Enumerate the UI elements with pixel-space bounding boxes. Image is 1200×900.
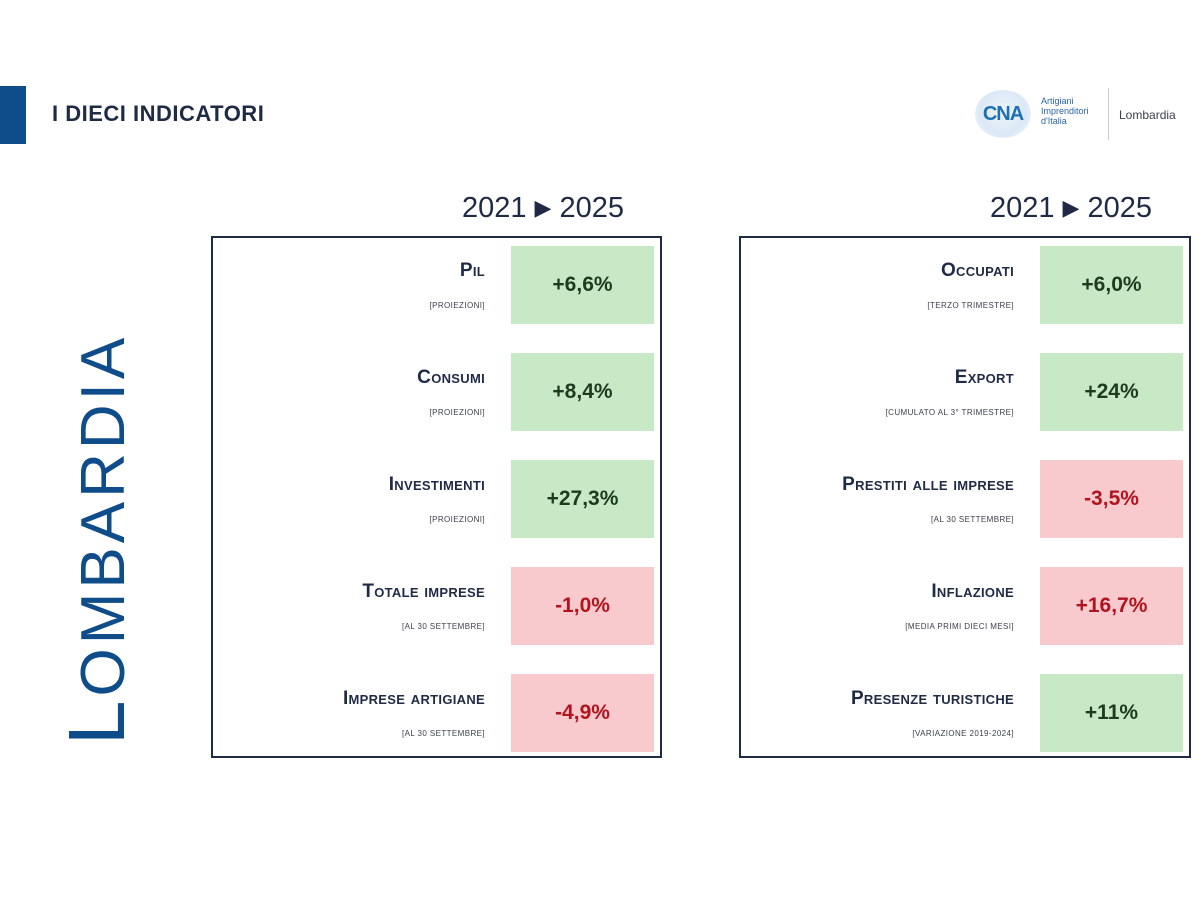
indicator-row: Presenze turistiche [VARIAZIONE 2019-202… — [741, 666, 1189, 752]
period-header-right: 2021 ▶ 2025 — [990, 192, 1152, 225]
indicator-label: Pil — [459, 260, 485, 281]
tagline-line: d'Italia — [1041, 116, 1067, 126]
logo-divider — [1108, 88, 1109, 140]
indicator-value: -3,5% — [1040, 460, 1183, 538]
indicator-label: Presenze turistiche — [850, 688, 1014, 709]
indicator-value: -4,9% — [511, 674, 654, 752]
indicator-label: Investimenti — [388, 474, 485, 495]
cna-logo-mark: CNA — [975, 90, 1031, 138]
indicator-row: Inflazione [MEDIA PRIMI DIECI MESI] +16,… — [741, 559, 1189, 645]
indicator-value: +8,4% — [511, 353, 654, 431]
period-to: 2025 — [559, 192, 624, 224]
indicator-note: [PROIEZIONI] — [429, 408, 485, 417]
indicator-value: +6,6% — [511, 246, 654, 324]
cna-logo: CNA Artigiani Imprenditori d'Italia Lomb… — [975, 84, 1190, 144]
tagline-line: Artigiani — [1041, 96, 1074, 106]
indicator-note: [AL 30 SETTEMBRE] — [931, 515, 1014, 524]
indicator-row: Imprese artigiane [AL 30 SETTEMBRE] -4,9… — [213, 666, 660, 752]
indicator-note: [CUMULATO AL 3° TRIMESTRE] — [885, 408, 1014, 417]
indicator-row: Occupati [TERZO TRIMESTRE] +6,0% — [741, 238, 1189, 324]
indicator-label: Prestiti alle imprese — [842, 474, 1014, 495]
indicator-label: Totale imprese — [362, 581, 485, 602]
indicator-value: +6,0% — [1040, 246, 1183, 324]
play-arrow-icon: ▶ — [534, 195, 552, 220]
indicator-note: [PROIEZIONI] — [429, 301, 485, 310]
cna-logo-text: CNA — [982, 103, 1024, 125]
indicator-row: Pil [PROIEZIONI] +6,6% — [213, 238, 660, 324]
indicator-label: Export — [954, 367, 1014, 388]
indicator-note: [MEDIA PRIMI DIECI MESI] — [905, 622, 1014, 631]
indicator-label: Imprese artigiane — [342, 688, 485, 709]
logo-region: Lombardia — [1119, 108, 1176, 122]
region-label-initial: L — [52, 696, 141, 746]
indicator-row: Export [CUMULATO AL 3° TRIMESTRE] +24% — [741, 345, 1189, 431]
period-from: 2021 — [462, 192, 527, 224]
indicator-row: Investimenti [PROIEZIONI] +27,3% — [213, 452, 660, 538]
period-to: 2025 — [1087, 192, 1152, 224]
indicator-note: [TERZO TRIMESTRE] — [927, 301, 1014, 310]
indicator-label: Inflazione — [931, 581, 1014, 602]
indicator-note: [VARIAZIONE 2019-2024] — [912, 729, 1014, 738]
period-header-left: 2021 ▶ 2025 — [462, 192, 624, 225]
indicator-row: Totale imprese [AL 30 SETTEMBRE] -1,0% — [213, 559, 660, 645]
cna-logo-tagline: Artigiani Imprenditori d'Italia — [1041, 96, 1103, 126]
indicator-note: [AL 30 SETTEMBRE] — [402, 622, 485, 631]
indicators-panel-right: Occupati [TERZO TRIMESTRE] +6,0% Export … — [739, 236, 1191, 758]
indicator-value: +27,3% — [511, 460, 654, 538]
indicator-label: Consumi — [417, 367, 485, 388]
indicators-panel-left: Pil [PROIEZIONI] +6,6% Consumi [PROIEZIO… — [211, 236, 662, 758]
period-from: 2021 — [990, 192, 1055, 224]
page-title: I DIECI INDICATORI — [52, 101, 265, 126]
title-accent-bar — [0, 86, 26, 144]
region-label: LOMBARDIA — [52, 333, 141, 745]
indicator-note: [AL 30 SETTEMBRE] — [402, 729, 485, 738]
region-label-rest: OMBARDIA — [69, 333, 138, 697]
play-arrow-icon: ▶ — [1062, 195, 1080, 220]
indicator-value: +16,7% — [1040, 567, 1183, 645]
indicator-row: Consumi [PROIEZIONI] +8,4% — [213, 345, 660, 431]
indicator-row: Prestiti alle imprese [AL 30 SETTEMBRE] … — [741, 452, 1189, 538]
tagline-line: Imprenditori — [1041, 106, 1089, 116]
indicator-label: Occupati — [940, 260, 1014, 281]
indicator-value: -1,0% — [511, 567, 654, 645]
indicator-value: +24% — [1040, 353, 1183, 431]
indicator-note: [PROIEZIONI] — [429, 515, 485, 524]
indicator-value: +11% — [1040, 674, 1183, 752]
